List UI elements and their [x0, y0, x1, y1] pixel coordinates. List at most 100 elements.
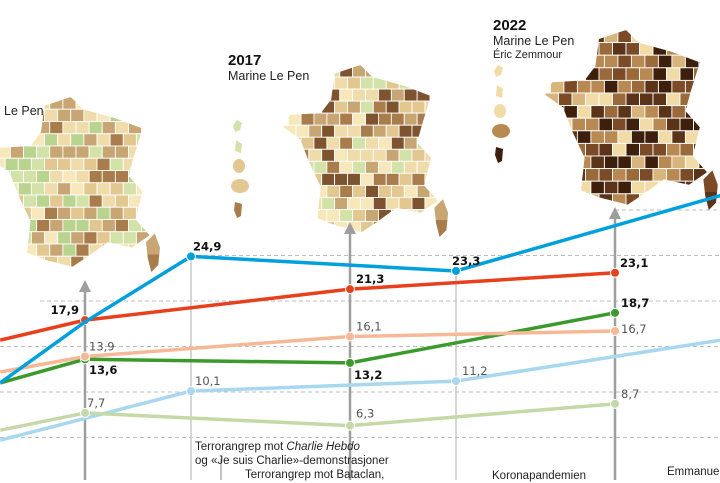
department [429, 88, 438, 102]
data-point [451, 376, 461, 387]
department [96, 182, 111, 196]
department [141, 121, 150, 135]
department [70, 133, 85, 147]
department [114, 194, 129, 208]
department [352, 136, 366, 150]
map-name-2: Éric Zemmour [493, 48, 563, 61]
department [287, 112, 302, 126]
department [135, 182, 150, 196]
department [135, 255, 150, 267]
department [353, 234, 366, 246]
department [339, 112, 354, 126]
department [359, 148, 374, 162]
department [612, 193, 627, 205]
department [83, 231, 98, 245]
department [321, 221, 336, 232]
department [390, 88, 405, 102]
department [617, 54, 632, 69]
department [88, 97, 103, 110]
department [385, 148, 400, 162]
department [698, 105, 707, 119]
department [603, 130, 619, 144]
department [24, 269, 37, 281]
department [391, 234, 404, 246]
department [62, 121, 77, 135]
department [576, 180, 592, 195]
department [545, 142, 559, 157]
arrow-up-icon [609, 207, 621, 219]
data-label: 11,2 [462, 364, 488, 378]
data-label: 13,6 [89, 363, 117, 377]
department [585, 67, 600, 81]
department [666, 67, 681, 81]
department [644, 130, 659, 144]
department [671, 54, 686, 69]
department [679, 168, 694, 182]
department [70, 157, 85, 171]
department [36, 243, 51, 257]
department [657, 180, 673, 195]
department [693, 67, 707, 81]
department [4, 231, 19, 245]
department [115, 269, 128, 281]
department [114, 145, 129, 159]
department [549, 155, 565, 170]
department [590, 105, 605, 119]
department [684, 155, 700, 170]
department [57, 133, 72, 147]
department [36, 145, 51, 159]
department [712, 30, 720, 43]
department [630, 155, 646, 170]
department [283, 148, 297, 162]
department [666, 193, 681, 205]
department [549, 180, 565, 195]
department [83, 206, 98, 220]
department [390, 65, 405, 78]
department [155, 122, 168, 134]
annotation-text: og «Je suis Charlie»-demonstrasjoner [195, 455, 389, 467]
department [62, 97, 77, 110]
department [101, 170, 116, 184]
department [617, 79, 632, 94]
department [630, 130, 646, 144]
department [657, 79, 673, 94]
department [545, 92, 559, 107]
department [603, 180, 619, 195]
department [44, 255, 59, 267]
department [141, 219, 150, 233]
department [625, 42, 640, 56]
department [149, 108, 150, 122]
department [437, 76, 438, 90]
department [698, 79, 707, 94]
department [9, 194, 24, 208]
department [378, 112, 392, 126]
department [372, 148, 387, 162]
department [10, 269, 23, 281]
department [693, 42, 707, 56]
department [703, 170, 718, 192]
department [390, 112, 405, 126]
department [403, 112, 418, 126]
department [434, 219, 449, 238]
department [365, 209, 379, 222]
department [390, 209, 405, 222]
department [0, 145, 11, 159]
department [75, 97, 90, 110]
department [563, 79, 578, 94]
department [30, 133, 45, 147]
department [365, 136, 379, 150]
department [334, 76, 348, 90]
department [657, 105, 673, 119]
department [372, 100, 387, 114]
department [429, 65, 438, 78]
department [671, 79, 686, 94]
department [23, 194, 38, 208]
department [706, 117, 707, 132]
department [398, 148, 413, 162]
department [590, 79, 605, 94]
department [0, 231, 6, 245]
department [644, 105, 659, 119]
department [612, 142, 627, 157]
department [612, 67, 627, 81]
department [639, 117, 654, 132]
